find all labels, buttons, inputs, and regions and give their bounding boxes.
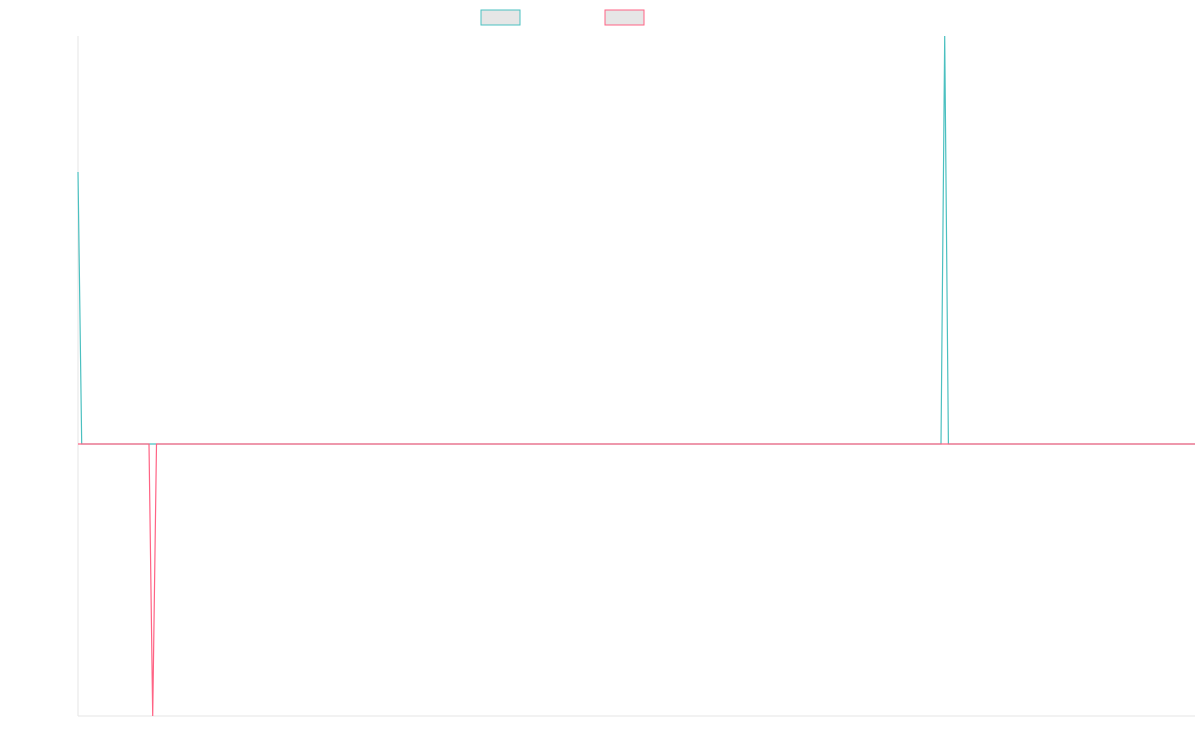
legend-swatch-2[interactable] — [604, 9, 645, 26]
series-line-2 — [78, 443, 1195, 717]
axes — [77, 36, 1195, 717]
legend — [480, 9, 645, 26]
series-lines — [77, 35, 1195, 717]
legend-swatch-1[interactable] — [480, 9, 521, 26]
series-line-1 — [77, 35, 1195, 445]
